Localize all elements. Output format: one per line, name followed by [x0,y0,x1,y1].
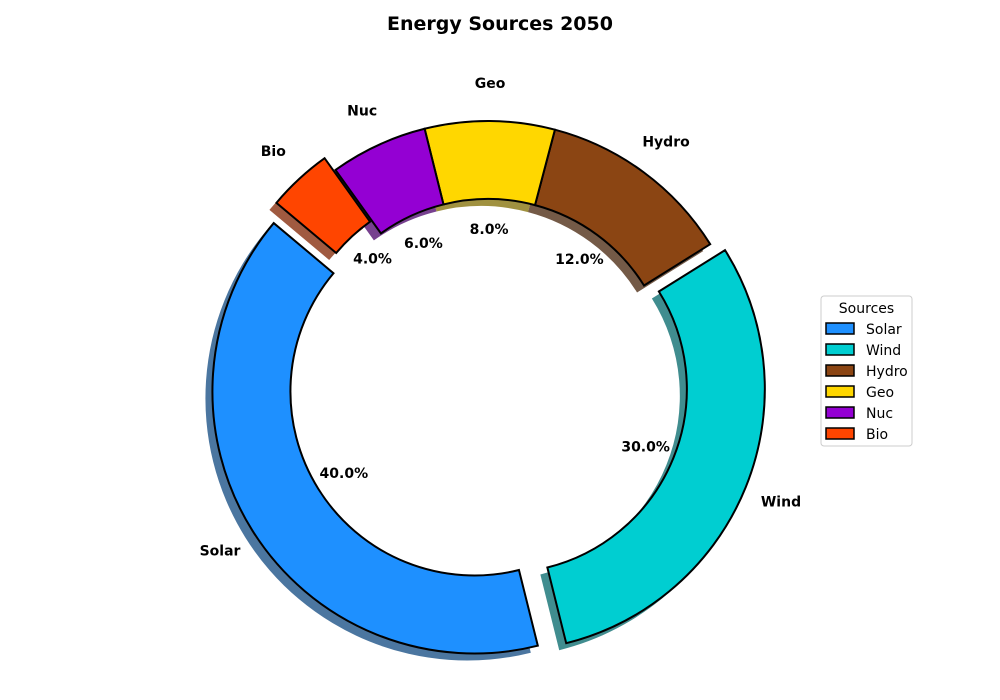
label-layer: Solar 40.0% Wind 30.0% Hydro 12.0% Geo 8.0% Nuc 6… [200,76,802,559]
slice-label-hydro: Hydro [642,135,690,151]
slice-label-geo: Geo [475,76,506,92]
slice-solar [211,221,540,655]
legend-label-bio: Bio [866,427,888,443]
legend-swatch-nuc [825,406,855,419]
percent-label-wind: 30.0% [621,440,670,456]
percent-label-hydro: 12.0% [555,252,604,268]
legend-entries: Solar Wind Hydro Geo Nuc Bio [825,322,908,443]
legend-label-solar: Solar [866,322,902,338]
percent-label-nuc: 6.0% [404,236,443,252]
slice-label-solar: Solar [200,543,241,559]
percent-label-solar: 40.0% [320,466,369,482]
percent-label-geo: 8.0% [470,222,509,238]
legend-swatch-hydro [825,364,855,377]
slice-wind [546,248,766,645]
chart-title: Energy Sources 2050 [387,13,613,35]
slice-bio [275,156,372,255]
legend-label-geo: Geo [866,385,894,401]
legend: Sources Solar Wind Hydro Geo Nuc Bio [820,295,913,447]
slice-nuc [334,127,445,235]
percent-label-bio: 4.0% [353,251,392,267]
slice-label-wind: Wind [761,494,801,510]
slice-layer [211,120,766,655]
slice-geo [423,120,557,207]
slice-label-bio: Bio [261,144,286,160]
legend-title: Sources [839,301,894,317]
legend-swatch-wind [825,343,855,356]
legend-label-wind: Wind [866,343,901,359]
legend-label-hydro: Hydro [866,364,908,380]
legend-label-nuc: Nuc [866,406,893,422]
legend-swatch-solar [825,322,855,335]
legend-swatch-bio [825,427,855,440]
legend-swatch-geo [825,385,855,398]
slice-label-nuc: Nuc [347,104,377,120]
